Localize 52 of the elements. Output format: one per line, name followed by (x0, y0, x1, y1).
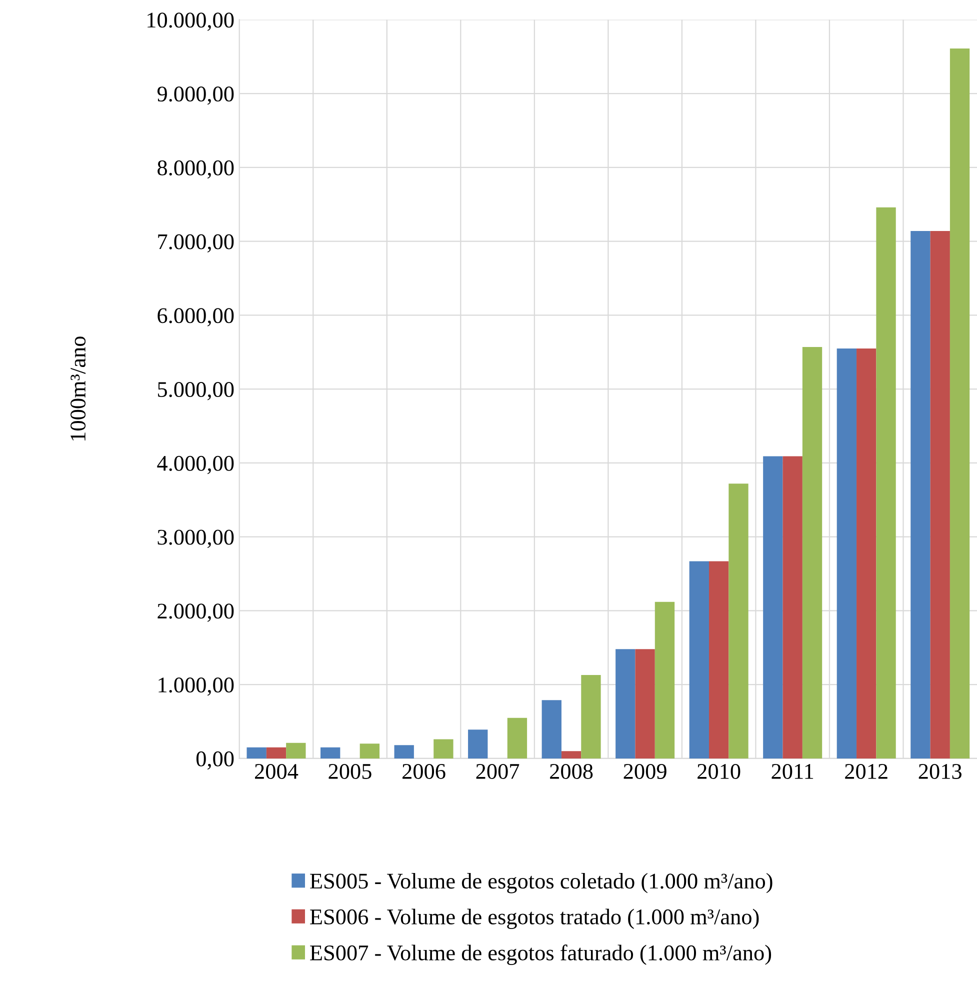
legend-label: ES005 - Volume de esgotos coletado (1.000 m³/ano) (310, 873, 772, 894)
x-tick-label: 2010 (698, 764, 740, 779)
y-tick-label: 7.000,00 (158, 234, 234, 252)
bar (654, 602, 675, 758)
x-tick-label: 2004 (255, 764, 298, 779)
bar (468, 730, 488, 758)
x-tick-label: 2005 (328, 764, 372, 779)
y-tick-label: 4.000,00 (157, 456, 234, 474)
bar (782, 456, 802, 758)
bar (561, 751, 582, 758)
y-tick-label: 3.000,00 (158, 530, 234, 548)
legend-label: ES007 - Volume de esgotos faturado (1.000 m³/ano) (310, 944, 772, 965)
bar (836, 348, 857, 758)
bar (581, 674, 601, 758)
x-tick-label: 2006 (402, 764, 446, 779)
bar (542, 700, 562, 758)
y-tick-label: 9.000,00 (157, 86, 234, 105)
bar (950, 48, 970, 758)
bar (635, 649, 655, 758)
x-tick-label: 2009 (624, 764, 666, 779)
x-tick-label: 2007 (476, 764, 520, 779)
bar (689, 561, 709, 758)
bar (802, 346, 822, 758)
y-tick-label: 8.000,00 (158, 160, 234, 179)
y-tick-label: 10.000,00 (148, 12, 234, 31)
bar (246, 747, 266, 758)
x-tick-label: 2012 (845, 764, 888, 779)
bar (876, 207, 896, 758)
bar (728, 484, 748, 758)
bar (930, 230, 950, 758)
y-tick-label: 1.000,00 (158, 678, 234, 696)
bar (320, 747, 340, 758)
y-tick-label: 2.000,00 (158, 604, 234, 622)
bar (910, 230, 930, 758)
bar (507, 718, 528, 758)
bar (763, 456, 783, 758)
y-tick-label: 6.000,00 (158, 308, 234, 326)
y-tick-label: 5.000,00 (158, 382, 234, 400)
bar (434, 739, 454, 758)
bar (394, 745, 414, 758)
y-axis-title: 1000m³/ano (70, 336, 86, 440)
bar (616, 649, 636, 758)
y-tick-label: 0,00 (196, 751, 234, 770)
bar (856, 348, 876, 758)
bar (266, 747, 286, 758)
x-tick-label: 2011 (772, 764, 814, 779)
x-tick-label: 2008 (550, 764, 593, 779)
bar (286, 742, 306, 758)
bar (360, 744, 380, 758)
legend-label: ES006 - Volume de esgotos tratado (1.000 m³/ano) (310, 908, 759, 930)
x-tick-label: 2013 (918, 764, 962, 779)
bar (708, 561, 729, 758)
